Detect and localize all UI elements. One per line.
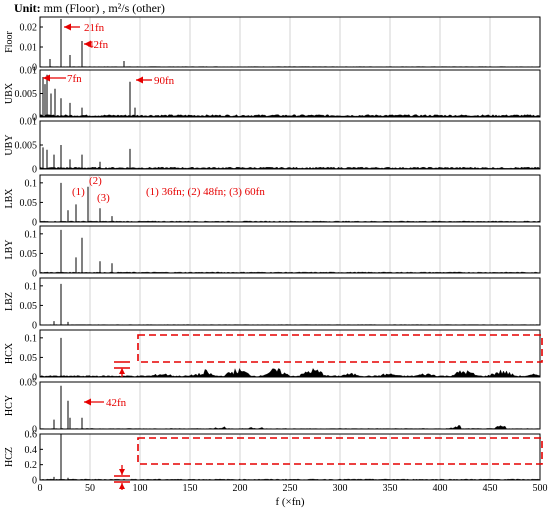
arrow-head bbox=[64, 23, 71, 31]
annotation-label: 7fn bbox=[67, 73, 82, 85]
panel-frame bbox=[39, 174, 541, 223]
zoom-highlight-box bbox=[137, 334, 543, 363]
x-tick-label: 150 bbox=[183, 483, 198, 494]
panel-frame bbox=[39, 16, 541, 68]
y-tick-label: 0.05 bbox=[20, 378, 38, 389]
y-axis-label: HCX bbox=[4, 342, 15, 364]
annotation-label: 42fn bbox=[88, 39, 109, 51]
x-tick-label: 250 bbox=[283, 483, 298, 494]
annotation-label: 21fn bbox=[84, 22, 105, 34]
y-tick-label: 0 bbox=[32, 425, 37, 436]
annotation-label: (1) bbox=[72, 186, 85, 198]
panel-frame bbox=[39, 277, 541, 326]
y-tick-label: 0 bbox=[32, 269, 37, 280]
panel-lby: 0 0.05 0.1 LBY bbox=[4, 225, 541, 280]
unit-text: mm (Floor) , m²/s (other) bbox=[43, 1, 165, 15]
panel-hcz: 0 0.2 0.4 0.6 HCZ bbox=[4, 430, 541, 487]
y-axis-label: UBY bbox=[4, 134, 15, 155]
y-tick-label: 0 bbox=[32, 476, 37, 487]
panel-frame bbox=[39, 329, 541, 378]
panel-uby: 0 0.005 0.01 UBY bbox=[4, 117, 541, 176]
y-tick-label: 0.1 bbox=[25, 333, 38, 344]
y-tick-label: 0 bbox=[32, 373, 37, 384]
panel-lbz: 0 0.05 0.1 LBZ bbox=[4, 277, 541, 332]
arrow-head bbox=[119, 483, 125, 489]
panel-frame bbox=[39, 433, 541, 481]
arrow-head bbox=[84, 398, 91, 406]
y-tick-label: 0.01 bbox=[20, 117, 38, 128]
y-tick-label: 0.4 bbox=[25, 445, 38, 456]
arrow-head bbox=[136, 76, 143, 84]
y-tick-label: 0.05 bbox=[20, 301, 38, 312]
annotation-label: 42fn bbox=[106, 397, 127, 409]
x-tick-label: 0 bbox=[38, 483, 43, 494]
y-tick-label: 0 bbox=[32, 113, 37, 124]
arrow-head bbox=[43, 74, 50, 82]
x-tick-label: 50 bbox=[85, 483, 95, 494]
y-axis-label: UBX bbox=[4, 82, 15, 104]
panel-frame bbox=[39, 381, 541, 430]
annotations: 21fn 42fn 7fn 90fn (1) (2) (3) (1) 36fn; (2) 48… bbox=[43, 22, 543, 490]
y-axis-label: LBX bbox=[4, 188, 15, 209]
x-tick-label: 400 bbox=[433, 483, 448, 494]
y-tick-label: 0.02 bbox=[20, 23, 38, 34]
y-tick-label: 0.05 bbox=[20, 353, 38, 364]
y-axis-label: LBZ bbox=[4, 292, 15, 311]
y-tick-label: 0.05 bbox=[20, 198, 38, 209]
y-axis-label: HCZ bbox=[4, 447, 15, 467]
panel-ubx: 0 0.005 0.01 UBX bbox=[4, 66, 541, 124]
y-tick-label: 0 bbox=[32, 218, 37, 229]
annotation-label: (2) bbox=[89, 175, 102, 187]
x-axis-label: f (×fn) bbox=[275, 496, 304, 508]
y-tick-label: 0.005 bbox=[15, 89, 38, 100]
y-axis-label: HCY bbox=[4, 395, 15, 416]
zoom-highlight-box bbox=[137, 437, 543, 465]
arrow-head bbox=[84, 40, 91, 48]
x-tick-label: 500 bbox=[533, 483, 548, 494]
panel-hcy: 0 0.05 HCY bbox=[4, 378, 541, 436]
y-tick-label: 0.1 bbox=[25, 281, 38, 292]
panel-lbx: 0 0.05 0.1 LBX bbox=[4, 174, 541, 229]
x-tick-label: 300 bbox=[333, 483, 348, 494]
annotation-label: (3) bbox=[97, 192, 110, 204]
x-tick-label: 200 bbox=[233, 483, 248, 494]
y-tick-label: 0.05 bbox=[20, 249, 38, 260]
annotation-label: (1) 36fn; (2) 48fn; (3) 60fn bbox=[146, 186, 265, 198]
annotation-label: 90fn bbox=[154, 75, 175, 87]
x-tick-label: 100 bbox=[133, 483, 148, 494]
unit-label: Unit: bbox=[14, 1, 41, 15]
y-tick-label: 0.005 bbox=[15, 141, 38, 152]
panel-frame bbox=[39, 225, 541, 274]
y-tick-label: 0.6 bbox=[25, 430, 38, 441]
y-tick-label: 0.01 bbox=[20, 43, 38, 54]
y-tick-label: 0.1 bbox=[25, 229, 38, 240]
y-tick-label: 0 bbox=[32, 63, 37, 74]
panel-hcx: 0 0.05 0.1 HCX bbox=[4, 329, 541, 384]
y-axis-label: Floor bbox=[4, 30, 15, 52]
x-tick-label: 350 bbox=[383, 483, 398, 494]
unit-caption: Unit: mm (Floor) , m²/s (other) bbox=[14, 1, 165, 16]
y-tick-label: 0.2 bbox=[25, 460, 38, 471]
x-tick-label: 450 bbox=[483, 483, 498, 494]
noise-floor-area bbox=[39, 114, 541, 118]
y-tick-label: 0 bbox=[32, 165, 37, 176]
y-axis-label: LBY bbox=[4, 240, 15, 260]
x-axis: 0 50 100 150 200 250 300 350 400 450 500 f (×fn) bbox=[38, 483, 548, 508]
arrow-head bbox=[119, 469, 125, 475]
y-tick-label: 0 bbox=[32, 321, 37, 332]
y-tick-label: 0.01 bbox=[20, 66, 38, 77]
arrow-head bbox=[119, 368, 125, 374]
y-tick-label: 0.1 bbox=[25, 178, 38, 189]
